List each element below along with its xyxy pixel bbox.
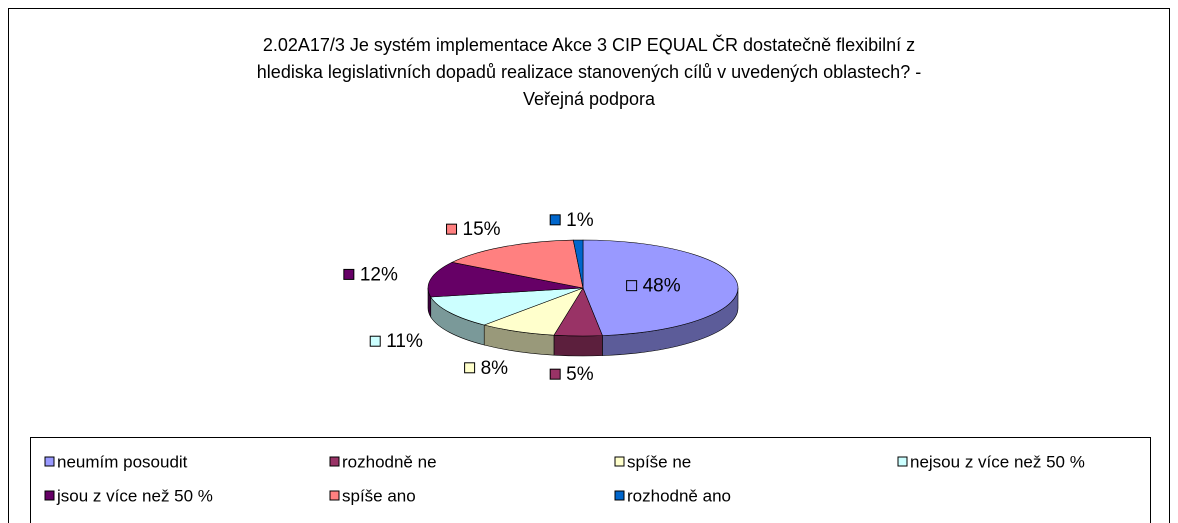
legend-swatch: [44, 490, 55, 501]
label-marker: [626, 280, 638, 292]
legend-label: neumím posoudit: [57, 452, 188, 471]
chart-title: Veřejná podpora: [523, 89, 656, 109]
data-label: 11%: [386, 331, 423, 352]
data-label: 5%: [566, 364, 594, 385]
label-marker: [549, 214, 561, 226]
label-marker: [464, 362, 476, 374]
data-label: 15%: [463, 219, 501, 240]
data-label: 48%: [643, 276, 681, 297]
label-marker: [343, 268, 355, 280]
slice: [430, 287, 584, 326]
chart-title: 2.02A17/3 Je systém implementace Akce 3 …: [263, 34, 915, 55]
legend-swatch: [329, 456, 340, 467]
legend-swatch: [614, 490, 625, 501]
data-label: 8%: [481, 358, 509, 379]
legend-label: rozhodně ne: [342, 452, 437, 471]
label-marker: [549, 368, 561, 380]
data-label: 1%: [566, 210, 594, 231]
legend-label: rozhodně ano: [627, 486, 731, 505]
legend-label: spíše ano: [342, 486, 416, 505]
label-marker: [446, 223, 458, 235]
slice-side: [553, 334, 603, 357]
legend-box: [30, 437, 1151, 523]
data-label: 12%: [360, 264, 398, 285]
legend-label: nejsou z více než 50 %: [910, 452, 1085, 471]
chart-title: hlediska legislativních dopadů realizace…: [257, 62, 921, 82]
legend-swatch: [897, 456, 908, 467]
legend-swatch: [44, 456, 55, 467]
slice: [451, 239, 584, 289]
slice: [582, 239, 739, 336]
slice: [572, 239, 584, 289]
slice: [427, 261, 584, 298]
legend-label: jsou z více než 50 %: [56, 486, 213, 505]
legend-label: spíše ne: [627, 452, 691, 471]
legend-swatch: [614, 456, 625, 467]
legend-swatch: [329, 490, 340, 501]
label-marker: [369, 335, 381, 347]
